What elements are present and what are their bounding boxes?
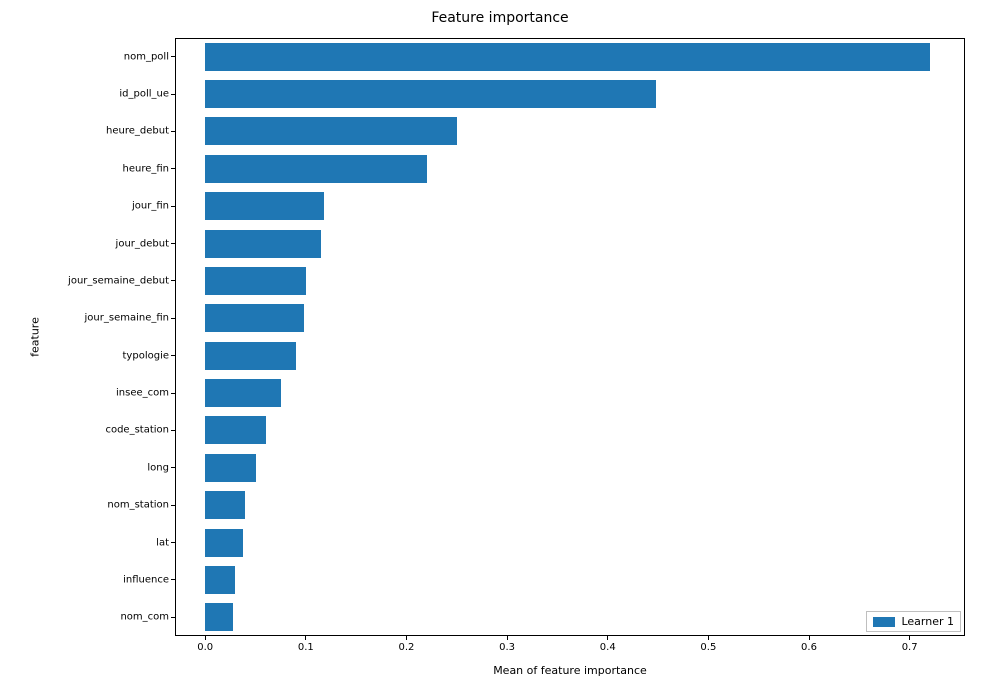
bar [205, 566, 235, 594]
bar [205, 416, 265, 444]
bar [205, 267, 306, 295]
bar [205, 304, 304, 332]
bar [205, 342, 296, 370]
bar [205, 155, 426, 183]
bar [205, 230, 321, 258]
y-tick-label: jour_debut [116, 238, 175, 249]
y-tick-label: typologie [123, 350, 175, 361]
feature-importance-figure: Feature importance 0.00.10.20.30.40.50.6… [0, 0, 1000, 700]
bar [205, 529, 243, 557]
x-tick-label: 0.2 [399, 636, 415, 653]
y-tick-label: heure_fin [122, 163, 175, 174]
legend-swatch [873, 617, 895, 627]
y-tick-label: lat [156, 537, 175, 548]
x-tick-label: 0.4 [600, 636, 616, 653]
bar [205, 192, 324, 220]
x-tick-label: 0.3 [499, 636, 515, 653]
y-tick-label: heure_debut [106, 126, 175, 137]
y-tick-label: code_station [105, 425, 175, 436]
x-tick-label: 0.0 [197, 636, 213, 653]
bar [205, 80, 656, 108]
bar [205, 379, 280, 407]
bar [205, 603, 233, 631]
y-tick-label: insee_com [116, 388, 175, 399]
y-tick-label: nom_station [107, 500, 175, 511]
y-tick-label: nom_com [120, 612, 175, 623]
y-tick-label: jour_fin [132, 201, 175, 212]
y-tick-label: jour_semaine_debut [68, 275, 175, 286]
bar [205, 491, 245, 519]
x-tick-label: 0.6 [801, 636, 817, 653]
x-axis-label: Mean of feature importance [493, 664, 647, 677]
plot-area: 0.00.10.20.30.40.50.60.7 nom_pollid_poll… [175, 38, 965, 636]
y-axis-label: feature [29, 317, 42, 357]
legend: Learner 1 [866, 611, 961, 632]
y-tick-label: jour_semaine_fin [85, 313, 175, 324]
chart-title: Feature importance [0, 10, 1000, 26]
y-tick-label: id_poll_ue [119, 89, 175, 100]
bar [205, 43, 930, 71]
legend-item: Learner 1 [873, 615, 954, 628]
legend-label: Learner 1 [901, 615, 954, 628]
x-tick-label: 0.1 [298, 636, 314, 653]
y-tick-label: long [147, 462, 175, 473]
x-tick-label: 0.5 [700, 636, 716, 653]
bar [205, 117, 457, 145]
y-tick-label: influence [123, 574, 175, 585]
bar [205, 454, 255, 482]
x-tick-label: 0.7 [902, 636, 918, 653]
y-tick-label: nom_poll [124, 51, 175, 62]
